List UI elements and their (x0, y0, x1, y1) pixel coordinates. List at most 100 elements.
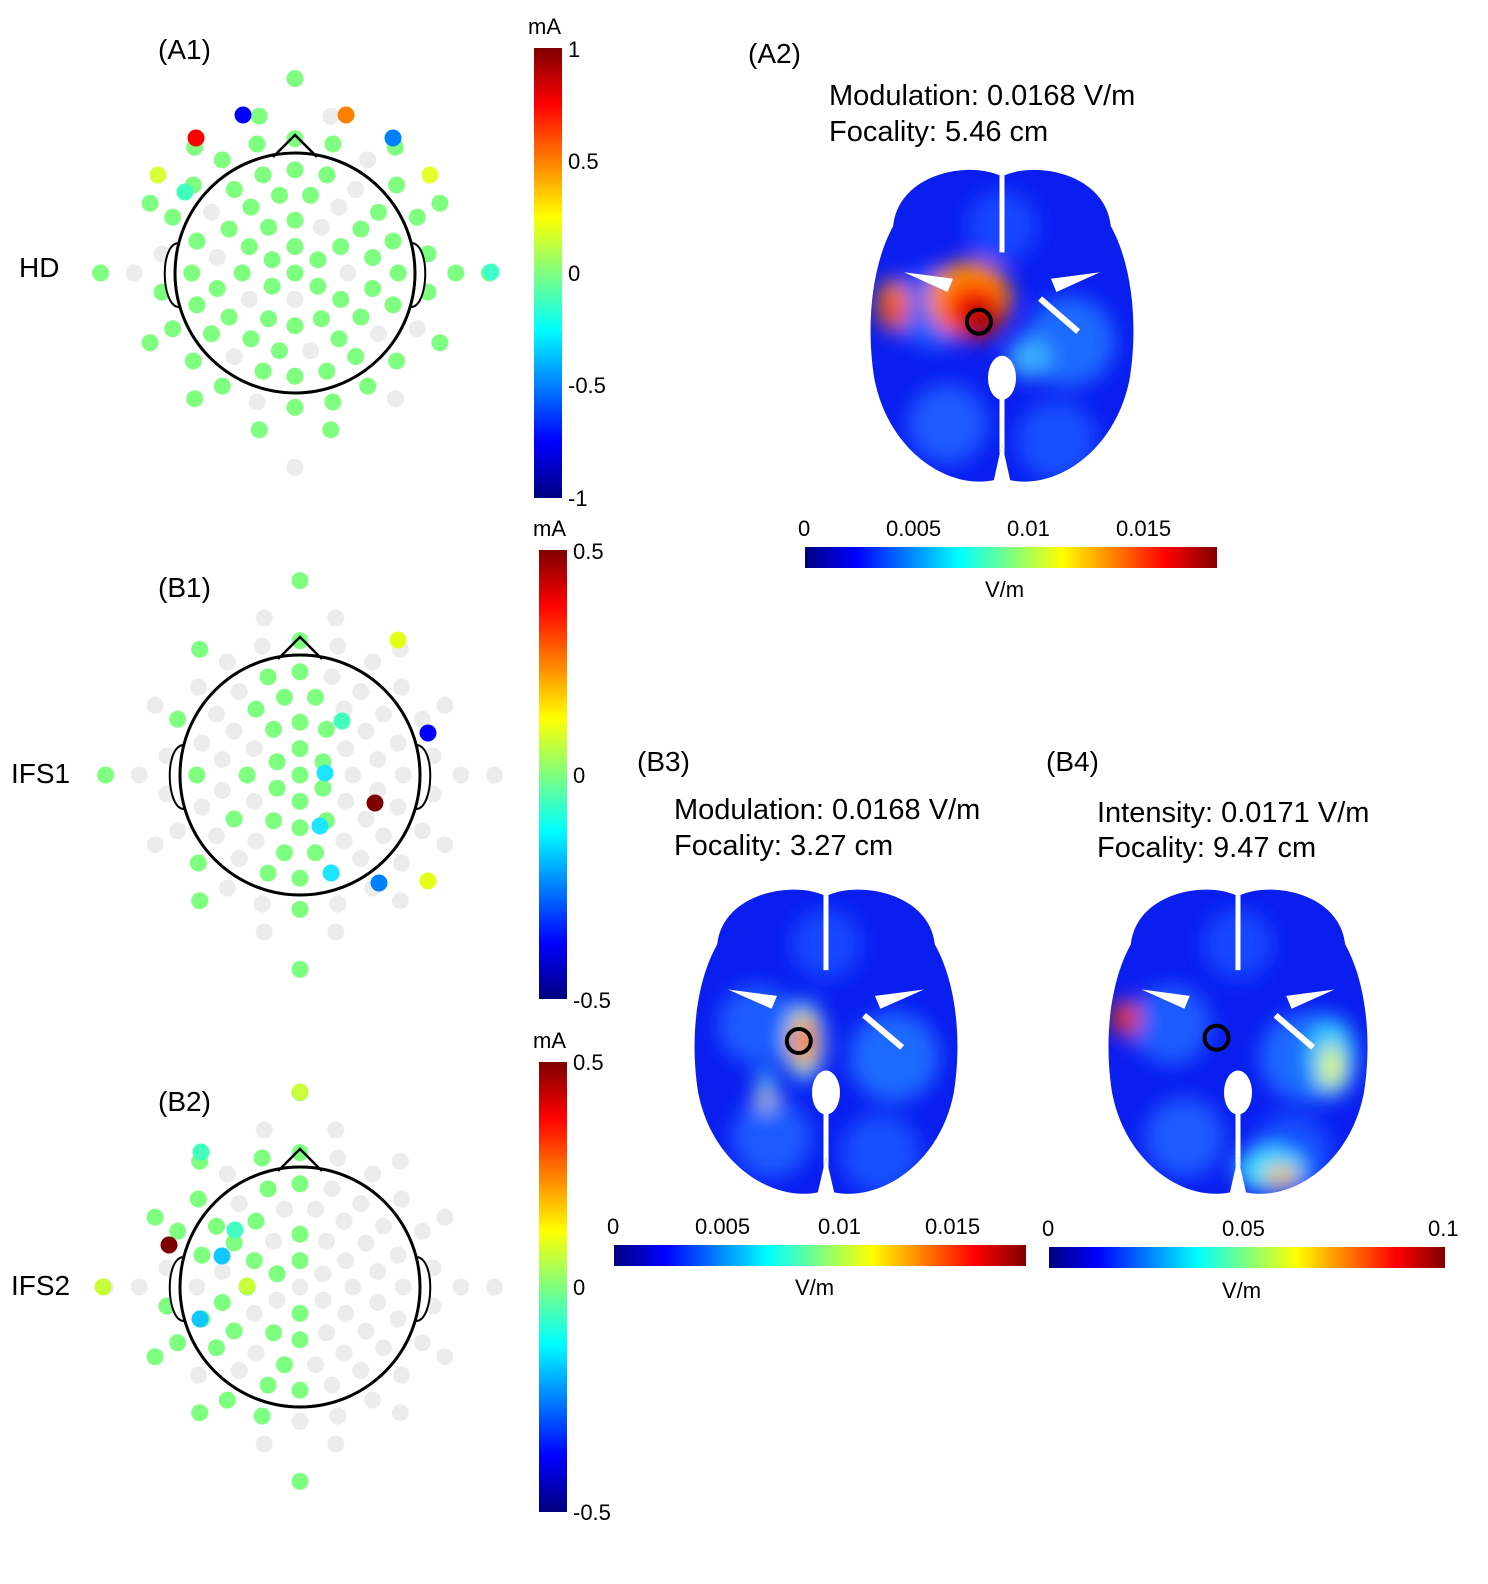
electrode (369, 1294, 387, 1311)
electrode (225, 181, 243, 198)
colorbar-tick: -0.5 (573, 988, 611, 1013)
electrode (375, 1217, 392, 1235)
electrode (250, 107, 268, 125)
electrode (357, 1322, 375, 1340)
colorbar-tick: 0.005 (886, 516, 942, 541)
electrode (291, 1252, 309, 1270)
field-hotspot (1321, 1044, 1342, 1089)
electrode (192, 1143, 210, 1161)
electrode (169, 710, 187, 728)
electrode (391, 1152, 409, 1170)
electrode (314, 1291, 332, 1309)
electrode (364, 1391, 382, 1409)
field-pattern (1111, 909, 1356, 1194)
electrode (208, 827, 225, 845)
electrode (265, 720, 283, 738)
field-region (1016, 400, 1097, 481)
electrode (364, 249, 382, 266)
electrode (189, 1366, 207, 1384)
target-marker (964, 307, 993, 336)
electrode (286, 290, 304, 308)
sulcus-gap (904, 272, 954, 292)
electrode (291, 1472, 309, 1490)
electrode (344, 766, 362, 784)
electrode (413, 822, 431, 840)
electrode (255, 1121, 273, 1139)
sulcus-gap (1038, 296, 1081, 334)
electrode (234, 106, 252, 124)
metric-focality-b3: Focality: 3.27 cm (674, 830, 894, 862)
electrode (359, 377, 377, 395)
electrode (307, 1200, 324, 1218)
electrode (242, 330, 260, 348)
electrode (271, 342, 288, 360)
electrode (389, 1246, 407, 1264)
electrode (183, 264, 201, 282)
electrode (245, 792, 263, 810)
electrode (203, 203, 220, 221)
electrode (309, 251, 327, 269)
panel-label-a2: (A2) (748, 38, 801, 69)
electrode (333, 712, 351, 730)
electrode (191, 892, 209, 910)
electrode (393, 1366, 411, 1384)
electrode (327, 609, 345, 627)
field-hotspot (1118, 1012, 1133, 1031)
electrode (370, 325, 387, 343)
target-marker (784, 1027, 813, 1055)
electrode (370, 874, 388, 892)
electrode (268, 1265, 286, 1283)
electrode (311, 817, 329, 835)
electrode (485, 1278, 503, 1296)
electrode (189, 1190, 207, 1208)
electrode (393, 678, 411, 696)
brain-slice (870, 169, 1134, 482)
electrode (186, 390, 204, 408)
electrode (369, 751, 387, 768)
electrode (193, 1246, 211, 1264)
electrode (125, 264, 143, 282)
electrode (337, 740, 355, 758)
electrode (265, 1324, 283, 1342)
colorbar-tick: 0.01 (1007, 516, 1050, 541)
electrode (369, 1263, 387, 1280)
electrode (230, 850, 248, 867)
electrode (169, 822, 187, 840)
electrode (208, 705, 225, 723)
electrode (245, 1304, 263, 1322)
metric-focality-b4: Focality: 9.47 cm (1097, 832, 1317, 864)
electrode (240, 290, 258, 308)
electrode (329, 637, 347, 655)
electrode (164, 320, 182, 338)
electrode (265, 1232, 283, 1250)
electrode-montage-a1 (92, 70, 500, 476)
panel-label-b1: (B1) (158, 572, 211, 603)
electrode (268, 753, 286, 771)
row-label-hd: HD (19, 252, 60, 283)
electrode (312, 218, 330, 236)
electrode (291, 1278, 309, 1296)
electrode (413, 1222, 431, 1240)
electrode (337, 106, 355, 124)
electrode (389, 1310, 407, 1328)
electrode (240, 238, 258, 256)
electrode (169, 1334, 187, 1352)
colorbar-cb2 (539, 550, 567, 999)
field-pattern (877, 191, 1115, 481)
brain-field-map-a2 (870, 169, 1134, 482)
electrode (419, 872, 437, 890)
electrode (291, 869, 309, 887)
field-region (907, 384, 988, 464)
electrode (370, 203, 387, 221)
electrode (255, 923, 273, 941)
colorbar-tick: 0 (568, 261, 581, 286)
electrode (291, 1175, 309, 1193)
colorbar-b3 (614, 1245, 1026, 1266)
electrode (375, 1339, 392, 1357)
ventricle (988, 355, 1016, 400)
electrode (393, 1190, 411, 1208)
nose-outline (272, 133, 318, 158)
colorbar-tick: 0 (573, 763, 586, 788)
electrode (352, 308, 370, 326)
electrode (169, 1222, 187, 1240)
